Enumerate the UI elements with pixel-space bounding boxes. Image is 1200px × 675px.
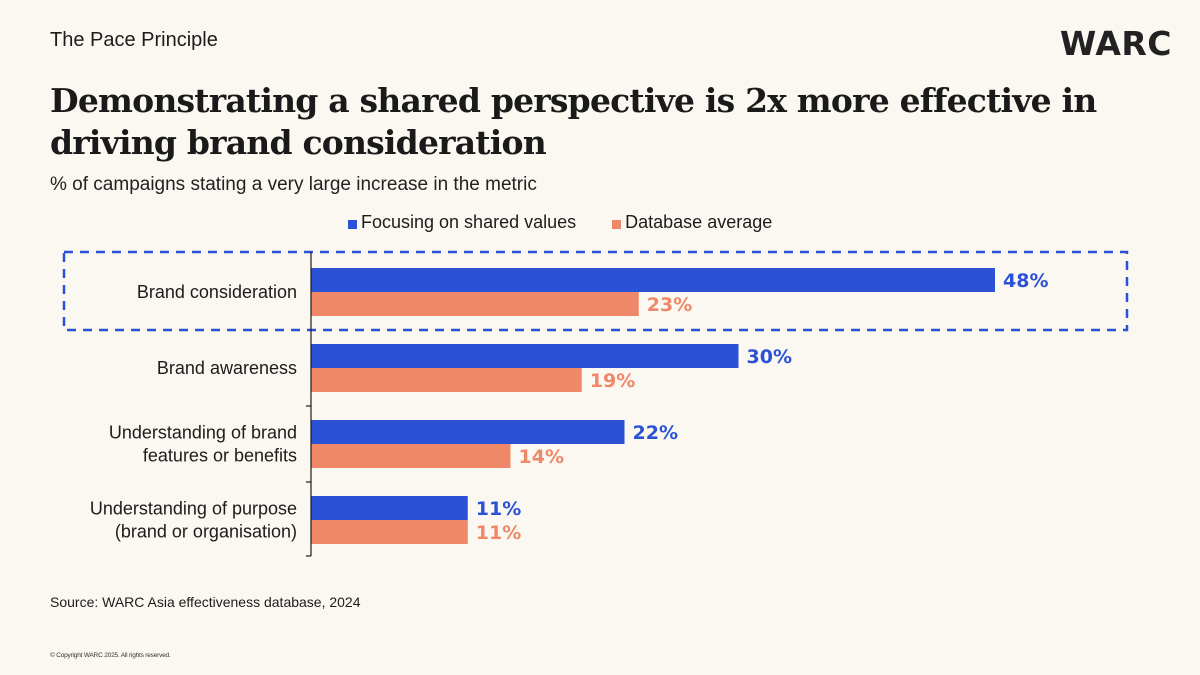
bar-shared-values-3 xyxy=(311,496,468,520)
highlight-box xyxy=(62,250,1129,332)
category-label-2-line-1: features or benefits xyxy=(143,446,297,466)
data-label-database-average-0: 23% xyxy=(647,294,692,316)
data-label-shared-values-0: 48% xyxy=(1003,270,1048,292)
data-label-database-average-2: 14% xyxy=(519,446,564,468)
bar-shared-values-1 xyxy=(311,344,739,368)
category-label-3-line-1: (brand or organisation) xyxy=(115,522,297,542)
category-label-0: Brand consideration xyxy=(137,282,297,302)
legend-item-shared-values: Focusing on shared values xyxy=(348,212,576,233)
source-note: Source: WARC Asia effectiveness database… xyxy=(50,594,361,610)
category-label-2-line-0: Understanding of brand xyxy=(109,423,297,443)
data-label-shared-values-3: 11% xyxy=(476,498,521,520)
chart-subtitle: % of campaigns stating a very large incr… xyxy=(50,174,537,195)
copyright-note: © Copyright WARC 2025. All rights reserv… xyxy=(50,652,171,659)
data-label-shared-values-1: 30% xyxy=(747,346,792,368)
bar-database-average-3 xyxy=(311,520,468,544)
warc-logo: WARC xyxy=(1059,24,1172,63)
chart-legend: Focusing on shared values Database avera… xyxy=(348,212,772,233)
data-label-database-average-3: 11% xyxy=(476,522,521,544)
data-label-database-average-1: 19% xyxy=(590,370,635,392)
bar-database-average-2 xyxy=(311,444,511,468)
bar-database-average-1 xyxy=(311,368,582,392)
bar-database-average-0 xyxy=(311,292,639,316)
section-kicker: The Pace Principle xyxy=(50,29,218,51)
chart-title: Demonstrating a shared perspective is 2x… xyxy=(50,81,1097,162)
legend-label-database-average: Database average xyxy=(625,212,773,232)
bar-shared-values-2 xyxy=(311,420,625,444)
data-label-shared-values-2: 22% xyxy=(633,422,678,444)
legend-label-shared-values: Focusing on shared values xyxy=(361,212,577,232)
bar-shared-values-0 xyxy=(311,268,995,292)
legend-swatch-shared-values xyxy=(348,219,357,229)
legend-item-database-average: Database average xyxy=(612,212,772,233)
category-label-3-line-0: Understanding of purpose xyxy=(90,499,297,519)
category-label-1: Brand awareness xyxy=(157,358,297,378)
legend-swatch-database-average xyxy=(612,219,622,229)
